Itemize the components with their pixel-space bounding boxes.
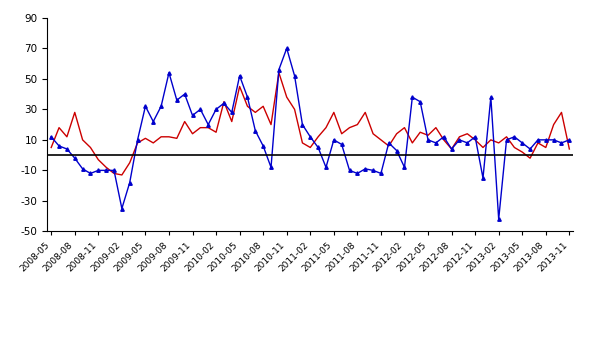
原油进口量；同比 (48, 145, 55, 150)
原油进口量；同比 (87, 145, 94, 150)
原油进口量；同比 (456, 135, 463, 139)
原油进口量；同比 (566, 147, 573, 151)
初级形状的塑料进口量；同比 (448, 147, 455, 151)
初级形状的塑料进口量；同比 (87, 171, 94, 176)
初级形状的塑料进口量；同比 (291, 74, 298, 78)
原油进口量；同比 (534, 141, 541, 145)
原油进口量；同比 (275, 70, 282, 75)
原油进口量；同比 (111, 171, 118, 176)
初级形状的塑料进口量；同比 (48, 135, 55, 139)
Line: 原油进口量；同比: 原油进口量；同比 (51, 73, 569, 175)
原油进口量；同比 (118, 173, 125, 177)
初级形状的塑料进口量；同比 (495, 217, 502, 221)
初级形状的塑料进口量；同比 (111, 168, 118, 173)
初级形状的塑料进口量；同比 (259, 144, 267, 148)
初级形状的塑料进口量；同比 (566, 138, 573, 142)
初级形状的塑料进口量；同比 (534, 138, 541, 142)
原油进口量；同比 (299, 141, 306, 145)
初级形状的塑料进口量；同比 (283, 46, 290, 51)
原油进口量；同比 (268, 122, 275, 127)
Line: 初级形状的塑料进口量；同比: 初级形状的塑料进口量；同比 (50, 47, 571, 221)
